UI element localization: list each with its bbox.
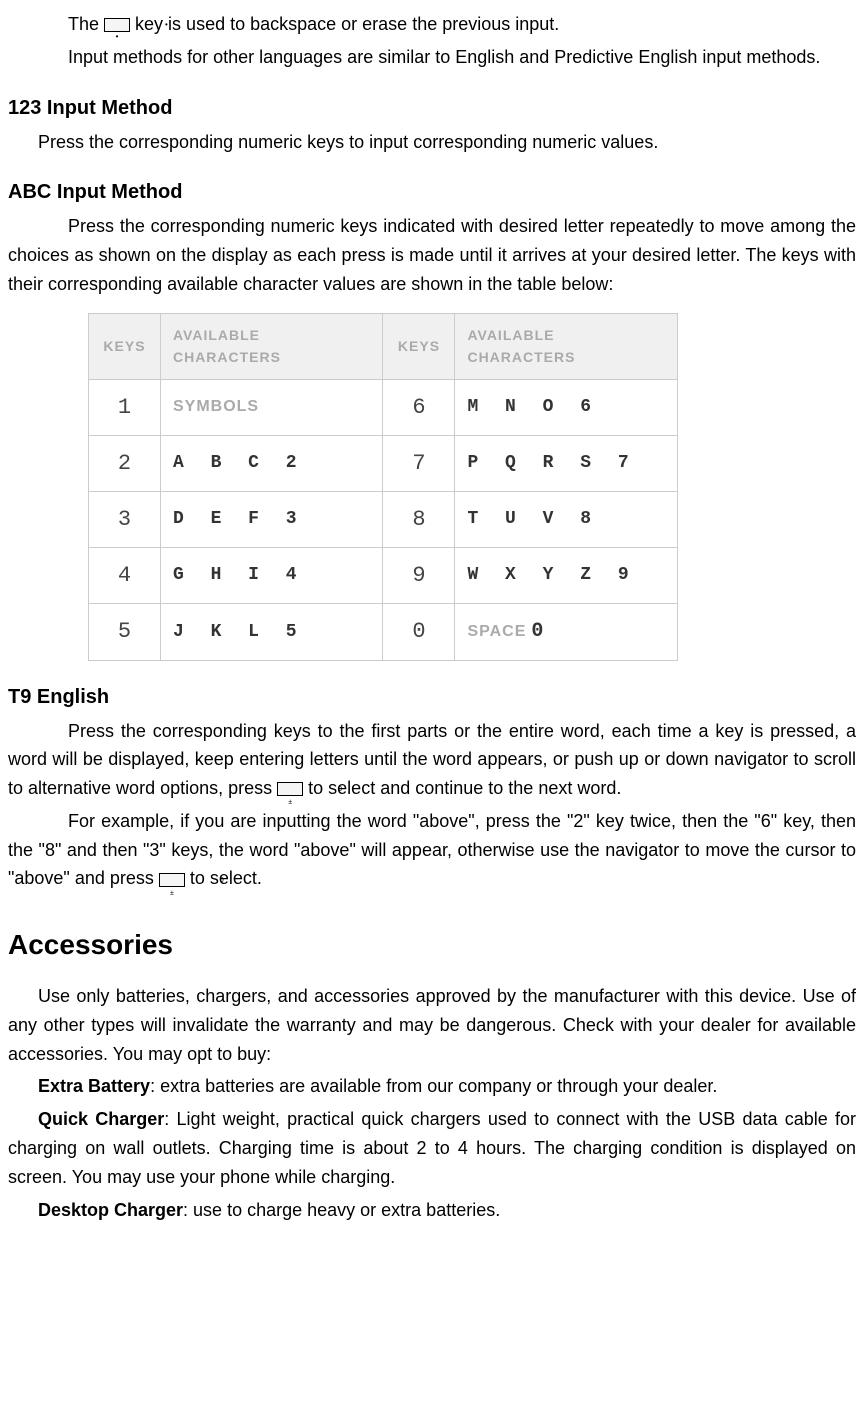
desktop-charger-text: : use to charge heavy or extra batteries… [183, 1200, 500, 1220]
t9-p1-b: to select and continue to the next word. [308, 778, 621, 798]
table-cell-chars: SPACE 0 [455, 604, 678, 660]
intro-text-1b: key is used to backspace or erase the pr… [135, 14, 559, 34]
accessories-p1: Use only batteries, chargers, and access… [8, 982, 856, 1068]
table-row: 1 SYMBOLS 6 M N O 6 [89, 379, 678, 435]
table-cell-key: 5 [89, 604, 161, 660]
backspace-key-icon [104, 18, 130, 32]
table-row: 4 G H I 4 9 W X Y Z 9 [89, 548, 678, 604]
extra-battery-text: : extra batteries are available from our… [150, 1076, 717, 1096]
section-t9-p1: Press the corresponding keys to the firs… [8, 717, 856, 803]
keypad-table-wrapper: KEYS AVAILABLE CHARACTERS KEYS AVAILABLE… [88, 313, 856, 661]
quick-charger-label: Quick Charger [38, 1109, 164, 1129]
section-123-p1: Press the corresponding numeric keys to … [8, 128, 856, 157]
space-label: SPACE [467, 623, 526, 640]
intro-paragraph-1: The key is used to backspace or erase th… [8, 10, 856, 39]
select-key-icon [159, 873, 185, 887]
table-cell-chars: P Q R S 7 [455, 435, 678, 491]
accessories-p4: Desktop Charger: use to charge heavy or … [8, 1196, 856, 1225]
table-header-chars-2: AVAILABLE CHARACTERS [455, 313, 678, 379]
select-key-icon [277, 782, 303, 796]
section-abc-p1: Press the corresponding numeric keys ind… [8, 212, 856, 298]
intro-paragraph-2: Input methods for other languages are si… [8, 43, 856, 72]
extra-battery-label: Extra Battery [38, 1076, 150, 1096]
table-cell-key: 6 [383, 379, 455, 435]
table-cell-key: 7 [383, 435, 455, 491]
table-row: 2 A B C 2 7 P Q R S 7 [89, 435, 678, 491]
heading-abc-input: ABC Input Method [8, 176, 856, 208]
accessories-p3: Quick Charger: Light weight, practical q… [8, 1105, 856, 1191]
table-cell-chars: D E F 3 [160, 491, 383, 547]
heading-t9-english: T9 English [8, 681, 856, 713]
table-cell-key: 0 [383, 604, 455, 660]
table-cell-chars: SYMBOLS [160, 379, 383, 435]
accessories-p2: Extra Battery: extra batteries are avail… [8, 1072, 856, 1101]
t9-p2-a: For example, if you are inputting the wo… [8, 811, 856, 889]
table-cell-key: 2 [89, 435, 161, 491]
table-cell-chars: G H I 4 [160, 548, 383, 604]
table-cell-chars: W X Y Z 9 [455, 548, 678, 604]
table-cell-key: 4 [89, 548, 161, 604]
section-t9-p2: For example, if you are inputting the wo… [8, 807, 856, 893]
table-cell-key: 9 [383, 548, 455, 604]
desktop-charger-label: Desktop Charger [38, 1200, 183, 1220]
table-row: 5 J K L 5 0 SPACE 0 [89, 604, 678, 660]
table-cell-key: 3 [89, 491, 161, 547]
table-cell-chars: M N O 6 [455, 379, 678, 435]
table-header-chars-1: AVAILABLE CHARACTERS [160, 313, 383, 379]
table-cell-chars: J K L 5 [160, 604, 383, 660]
table-cell-key: 8 [383, 491, 455, 547]
table-cell-key: 1 [89, 379, 161, 435]
heading-accessories: Accessories [8, 923, 856, 968]
zero-char: 0 [531, 620, 543, 643]
table-row: 3 D E F 3 8 T U V 8 [89, 491, 678, 547]
table-cell-chars: A B C 2 [160, 435, 383, 491]
table-header-keys-1: KEYS [89, 313, 161, 379]
table-cell-chars: T U V 8 [455, 491, 678, 547]
intro-text-1a: The [68, 14, 104, 34]
t9-p2-b: to select. [190, 868, 262, 888]
table-header-keys-2: KEYS [383, 313, 455, 379]
keypad-table: KEYS AVAILABLE CHARACTERS KEYS AVAILABLE… [88, 313, 678, 661]
heading-123-input: 123 Input Method [8, 92, 856, 124]
